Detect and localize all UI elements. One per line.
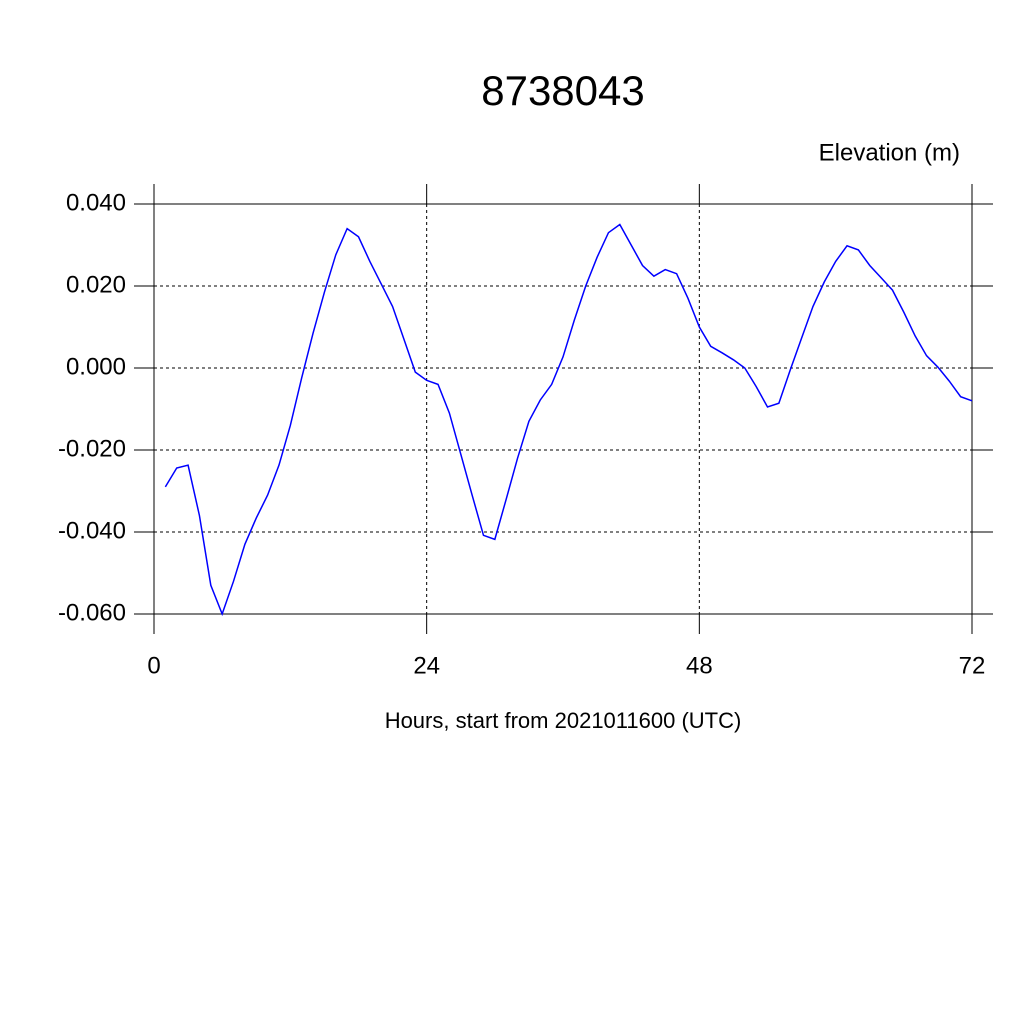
plot-frame [153,203,973,615]
chart-title: 8738043 [481,67,645,114]
y-tick-label: -0.020 [58,435,126,462]
y-tick-label: -0.060 [58,599,126,626]
y-tick-label: 0.000 [66,353,126,380]
y-tick-label: 0.020 [66,271,126,298]
x-tick-label: 48 [686,652,713,679]
y-tick-label: 0.040 [66,189,126,216]
x-axis-label: Hours, start from 2021011600 (UTC) [385,708,742,733]
x-tick-label: 72 [959,652,986,679]
y-tick-label: -0.040 [58,517,126,544]
data-line [164,223,973,617]
x-tick-label: 24 [413,652,440,679]
x-tick-label: 0 [147,652,160,679]
y-axis-label: Elevation (m) [819,139,960,166]
